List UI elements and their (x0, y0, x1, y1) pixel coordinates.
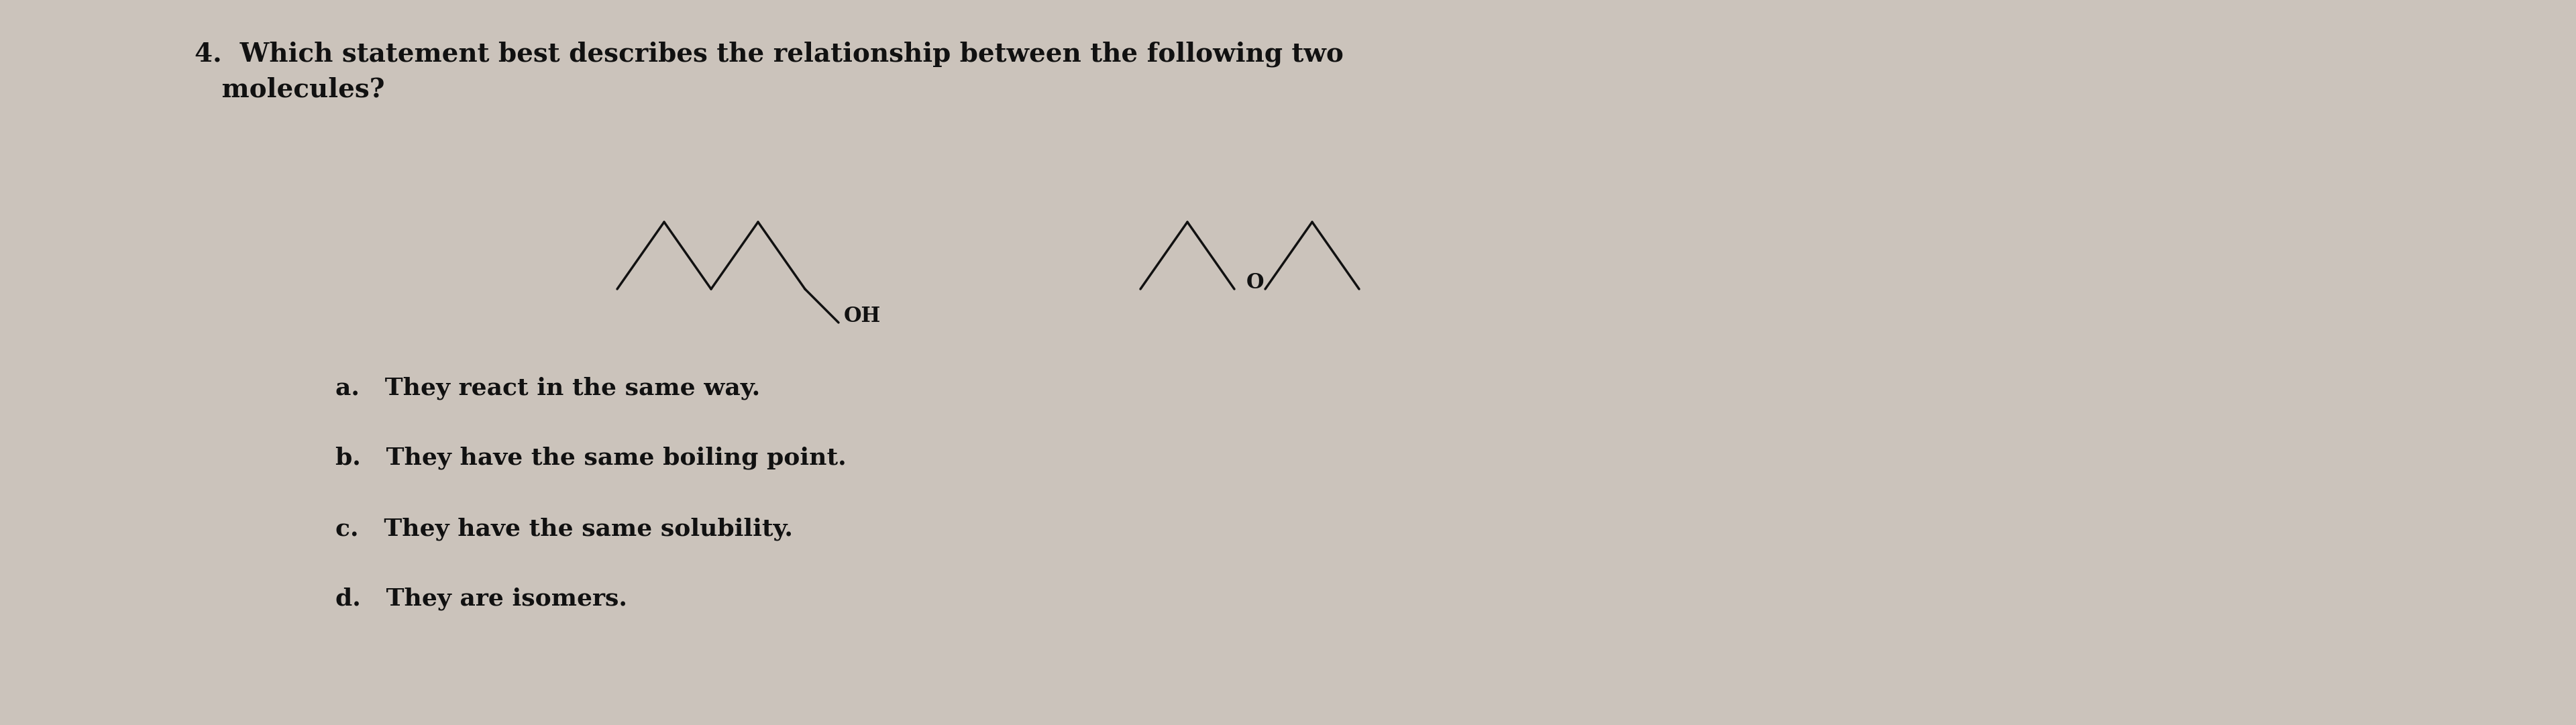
Text: d.   They are isomers.: d. They are isomers. (335, 587, 626, 610)
Text: O: O (1247, 272, 1265, 293)
Text: OH: OH (845, 305, 881, 326)
Text: b.   They have the same boiling point.: b. They have the same boiling point. (335, 447, 848, 470)
Text: 4.  Which statement best describes the relationship between the following two
  : 4. Which statement best describes the re… (196, 41, 1345, 102)
Text: a.   They react in the same way.: a. They react in the same way. (335, 376, 760, 399)
Text: c.   They have the same solubility.: c. They have the same solubility. (335, 517, 793, 540)
